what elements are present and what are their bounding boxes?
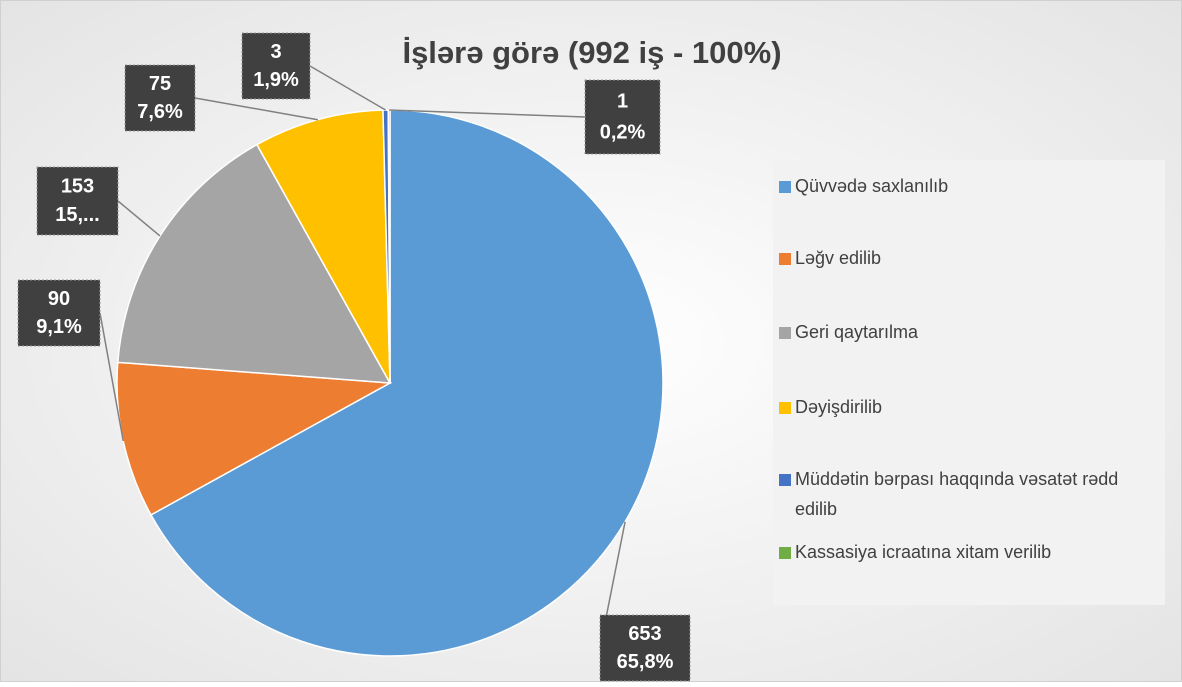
leader-line (117, 200, 161, 237)
legend-label: Qüvvədə saxlanılıb (795, 176, 948, 196)
data-label-value: 1 (617, 90, 628, 112)
data-label-value: 75 (149, 73, 171, 95)
leader-line (99, 312, 124, 442)
legend-label-line: edilib (795, 499, 837, 519)
legend-label: Ləğv edilib (795, 248, 881, 268)
legend-label-line: Müddətin bərpası haqqında vəsatət rədd (795, 469, 1118, 489)
legend-swatch (779, 253, 791, 265)
pie-slice (255, 109, 391, 384)
data-label-box (241, 32, 311, 100)
data-label-percent: 0,2% (600, 122, 646, 144)
data-label-percent: 1,9% (253, 69, 299, 91)
leader-line (309, 65, 386, 111)
data-label-percent: 7,6% (137, 101, 183, 123)
legend-swatch (779, 181, 791, 193)
data-label-value: 3 (270, 41, 281, 63)
data-label-box (36, 166, 119, 236)
leader-line (194, 97, 318, 121)
legend-label: Kassasiya icraatına xitam verilib (795, 542, 1051, 562)
legend-box (773, 160, 1165, 605)
data-label-value: 90 (48, 288, 70, 310)
chart-title: İşlərə görə (992 iş - 100%) (402, 35, 781, 70)
legend-swatch (779, 474, 791, 486)
legend-swatch (779, 327, 791, 339)
data-label-box (599, 614, 691, 682)
legend-label: Dəyişdirilib (795, 397, 882, 417)
data-label-box (124, 64, 196, 132)
data-label-value: 153 (61, 176, 94, 198)
legend-label: Geri qaytarılma (795, 322, 919, 342)
legend-swatch (779, 547, 791, 559)
data-label-percent: 9,1% (36, 316, 82, 338)
data-label-box (17, 279, 101, 347)
data-label-percent: 65,8% (617, 651, 674, 673)
data-label-percent: 15,... (55, 204, 99, 226)
leader-line (389, 109, 586, 118)
data-label-value: 653 (628, 623, 661, 645)
data-label-box (584, 79, 661, 155)
legend-label: Müddətin bərpası haqqında vəsatət rədd ed… (795, 469, 1118, 519)
legend-swatch (779, 402, 791, 414)
